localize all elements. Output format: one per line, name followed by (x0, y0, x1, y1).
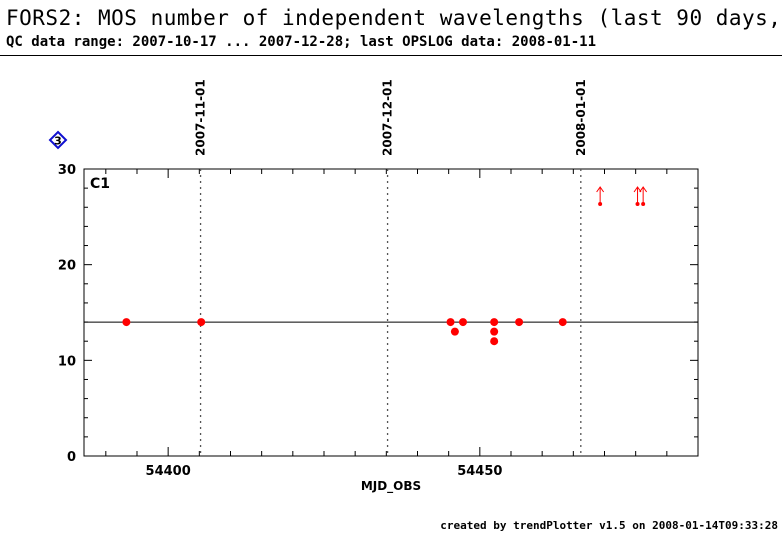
page-subtitle: QC data range: 2007-10-17 ... 2007-12-28… (6, 34, 597, 50)
x-tick-label: 54450 (457, 464, 502, 479)
date-marker-label: 2008-01-01 (574, 79, 588, 156)
data-point (450, 327, 459, 336)
y-tick-label: 30 (58, 163, 76, 178)
diamond-badge-icon: 3 (48, 130, 68, 150)
data-point (490, 337, 499, 346)
out-of-range-arrow-head (639, 186, 648, 193)
data-point (558, 318, 567, 327)
y-tick-label: 20 (58, 259, 76, 274)
y-tick-label: 10 (58, 354, 76, 369)
panel-label: C1 (90, 176, 110, 192)
page-title: FORS2: MOS number of independent wavelen… (6, 6, 782, 30)
data-point (197, 318, 206, 327)
y-tick-label: 0 (67, 450, 76, 465)
data-point (490, 318, 499, 327)
x-tick-label: 54400 (146, 464, 191, 479)
footer-credit: created by trendPlotter v1.5 on 2008-01-… (440, 519, 778, 532)
out-of-range-arrow-head (596, 186, 605, 193)
date-marker-label: 2007-12-01 (381, 79, 395, 156)
date-marker-label: 2007-11-01 (194, 79, 208, 156)
data-point (458, 318, 467, 327)
data-point (122, 318, 131, 327)
badge-number: 3 (54, 135, 62, 148)
header-divider (0, 55, 782, 56)
data-point (515, 318, 524, 327)
out-of-range-arrow-head (633, 186, 642, 193)
x-axis-label: MJD_OBS (361, 479, 421, 494)
data-point (446, 318, 455, 327)
data-point (490, 327, 499, 336)
plot-frame (83, 168, 699, 457)
